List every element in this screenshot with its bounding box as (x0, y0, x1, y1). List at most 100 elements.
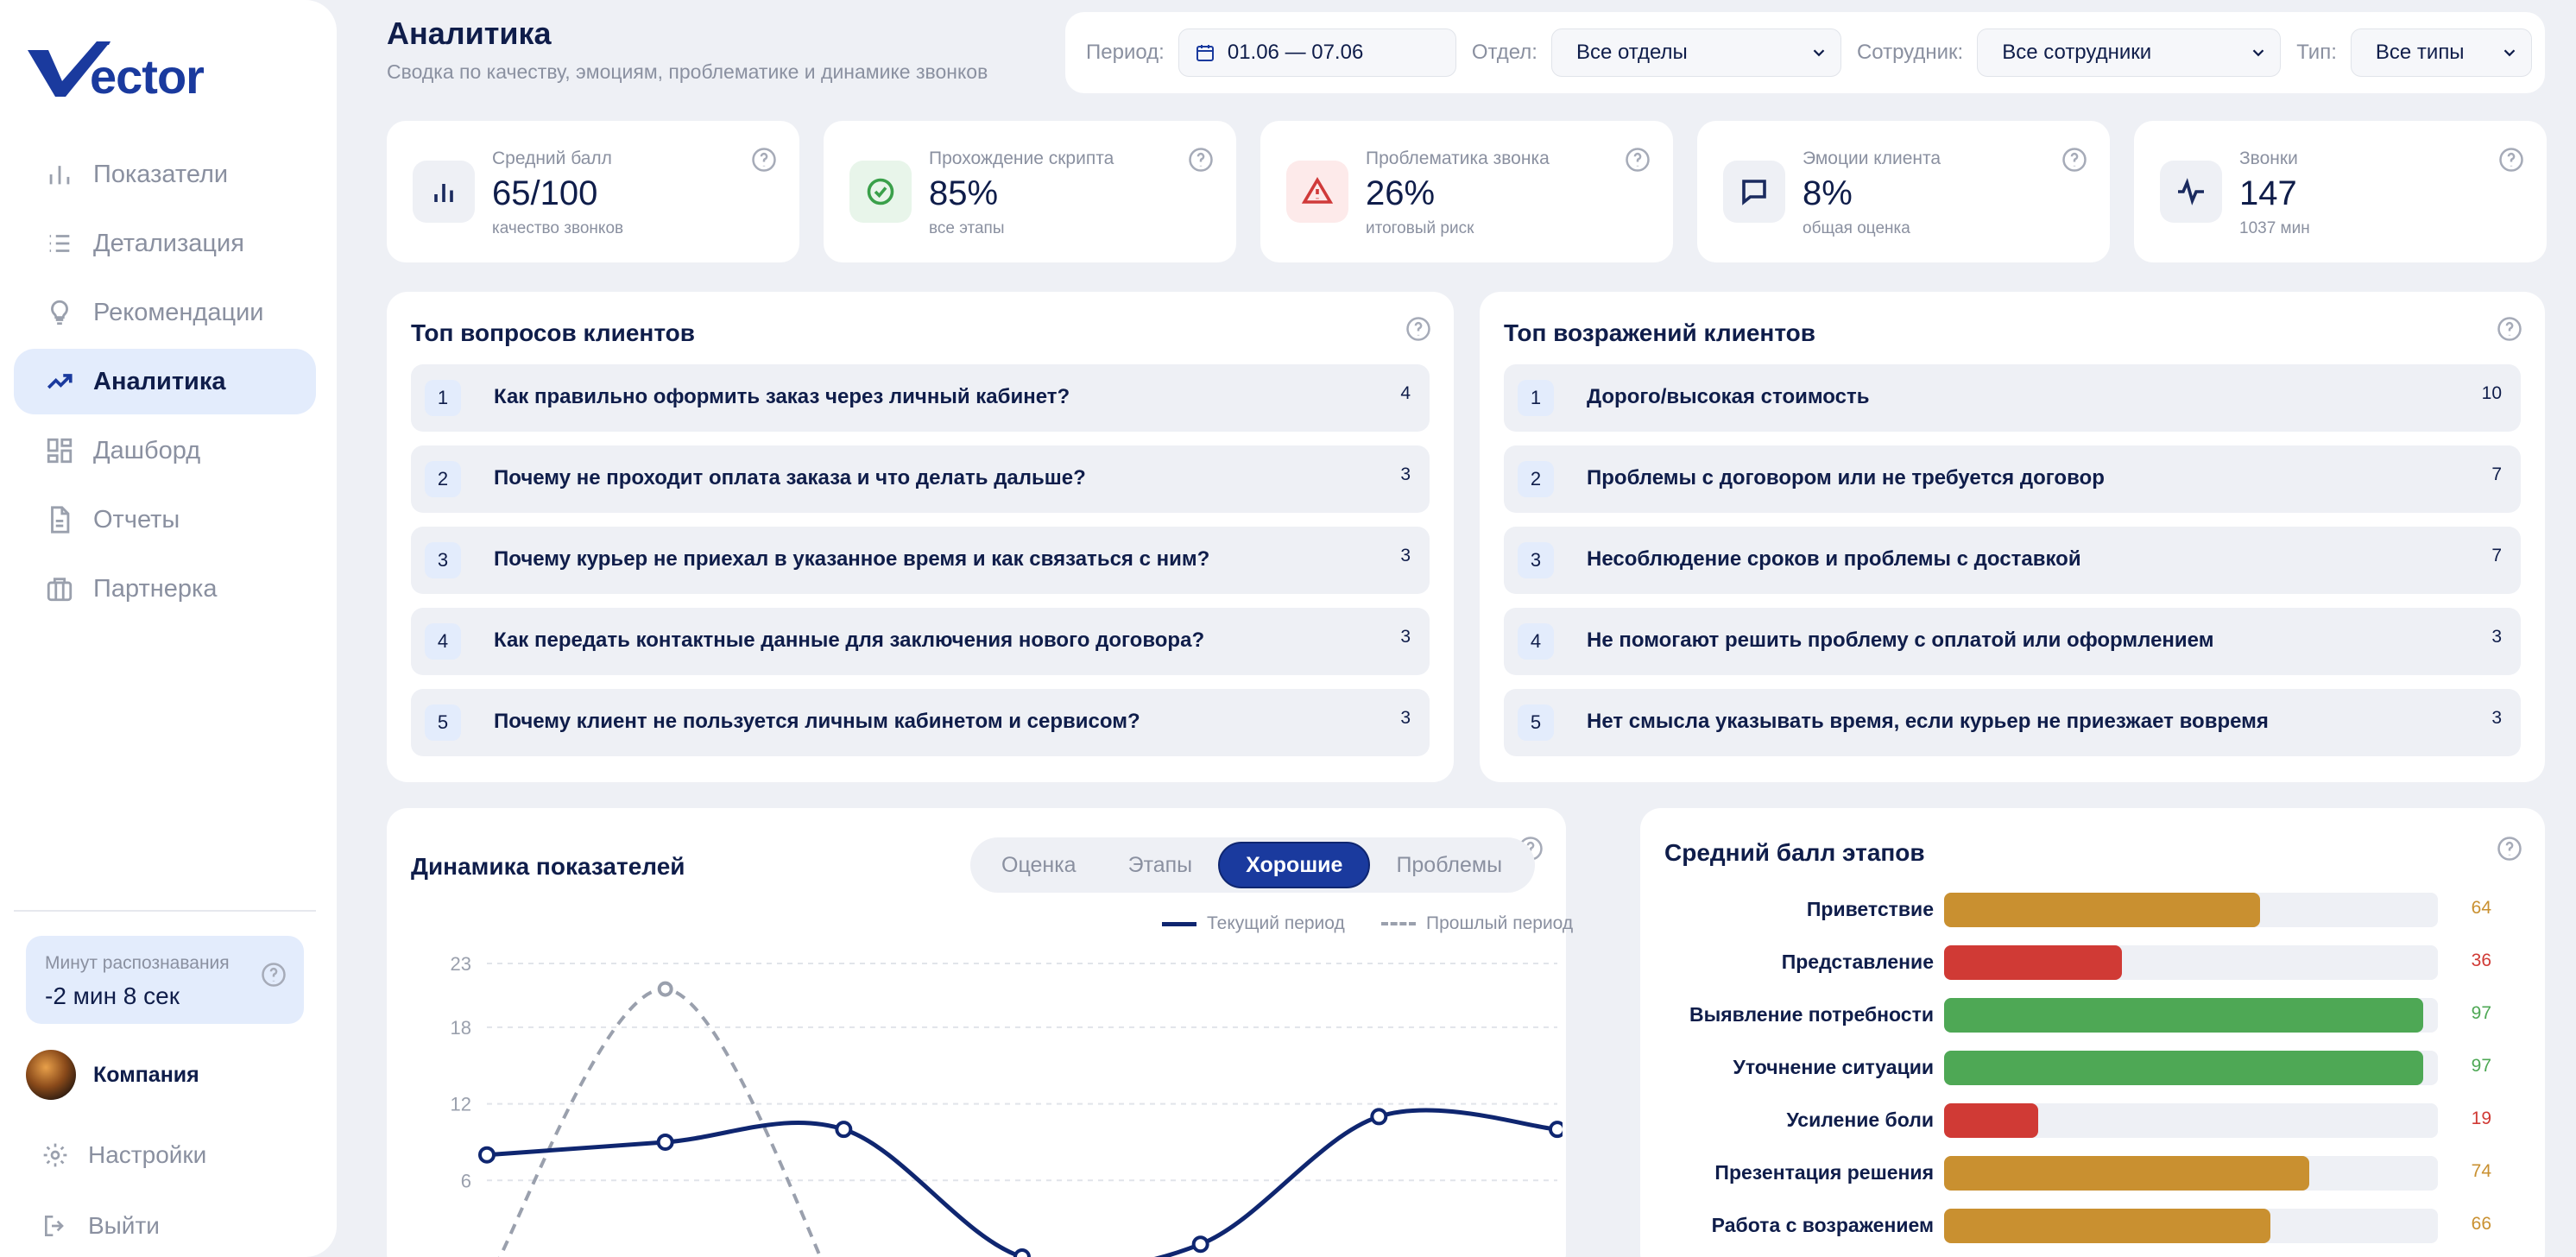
sidebar-item-partners[interactable]: Партнерка (14, 556, 316, 622)
logout-link[interactable]: Выйти (41, 1212, 160, 1240)
stage-bar (1944, 1103, 2038, 1138)
period-picker[interactable]: 01.06 — 07.06 (1178, 28, 1456, 77)
panel-title: Топ возражений клиентов (1504, 319, 1815, 346)
list-item[interactable]: 5 Почему клиент не пользуется личным каби… (411, 689, 1430, 756)
data-point-current (1549, 1121, 1563, 1139)
sidebar-item-dashboard[interactable]: Дашборд (14, 418, 316, 483)
stage-row: Приветствие 64 (1640, 889, 2533, 929)
stage-value: 97 (2471, 1056, 2491, 1076)
list-item[interactable]: 5 Нет смысла указывать время, если курьер… (1504, 689, 2521, 756)
kpi-value: 65/100 (492, 174, 598, 212)
settings-label: Настройки (88, 1141, 207, 1168)
sidebar-item-analytics[interactable]: Аналитика (14, 349, 316, 414)
list-item[interactable]: 2 Почему не проходит оплата заказа и что … (411, 445, 1430, 513)
list-item[interactable]: 2 Проблемы с договором или не требуется д… (1504, 445, 2521, 513)
questions-list: 1 Как правильно оформить заказ через личн… (411, 364, 1430, 770)
help-icon[interactable] (1188, 147, 1214, 177)
sidebar-item-reports[interactable]: Отчеты (14, 487, 316, 553)
period-value: 01.06 — 07.06 (1227, 41, 1364, 64)
kpi-card-average-score: Средний балл 65/100 качество звонков (387, 121, 799, 262)
sidebar-item-details[interactable]: Детализация (14, 211, 316, 276)
help-icon[interactable] (751, 147, 777, 177)
list-rank: 1 (425, 380, 461, 416)
sidebar-item-label: Аналитика (93, 367, 226, 395)
logout-icon (45, 1216, 64, 1236)
help-icon[interactable] (1625, 147, 1651, 177)
employee-select[interactable]: Все сотрудники (1977, 28, 2282, 77)
help-icon[interactable] (1405, 316, 1431, 346)
dashboard-icon (47, 438, 73, 464)
stage-label: Выявление потребности (1689, 1003, 1934, 1026)
list-text: Несоблюдение сроков и проблемы с доставк… (1587, 547, 2081, 571)
gear-icon (43, 1143, 67, 1167)
stage-bar (1944, 1156, 2310, 1191)
kpi-icon-box (413, 161, 475, 223)
tab-good[interactable]: Хорошие (1218, 842, 1371, 888)
series-line-current (486, 1108, 1558, 1257)
bar-chart-icon (49, 166, 70, 185)
stage-track (1944, 998, 2438, 1033)
company-profile[interactable]: Компания (26, 1050, 199, 1100)
employee-value: Все сотрудники (2002, 41, 2152, 64)
list-item[interactable]: 1 Как правильно оформить заказ через личн… (411, 364, 1430, 432)
logout-label: Выйти (88, 1212, 160, 1239)
data-point-current (1191, 1235, 1209, 1254)
y-tick-label: 6 (461, 1170, 471, 1191)
stage-label: Приветствие (1806, 898, 1934, 920)
list-item[interactable]: 4 Не помогают решить проблему с оплатой и… (1504, 608, 2521, 675)
sidebar-item-recommendations[interactable]: Рекомендации (14, 280, 316, 345)
list-text: Почему курьер не приехал в указанное вре… (494, 547, 1210, 571)
legend-swatch (1162, 921, 1196, 926)
list-count: 3 (1400, 546, 1411, 565)
list-rank: 2 (425, 461, 461, 497)
kpi-card-emotions: Эмоции клиента 8% общая оценка (1697, 121, 2110, 262)
help-icon[interactable] (2061, 147, 2087, 177)
stage-bar (1944, 1209, 2270, 1243)
stages-panel: Средний балл этапов Приветствие 64 Предста… (1640, 808, 2545, 1257)
settings-link[interactable]: Настройки (41, 1141, 206, 1169)
kpi-label: Проблематика звонка (1366, 148, 1550, 168)
list-item[interactable]: 4 Как передать контактные данные для закл… (411, 608, 1430, 675)
sidebar-item-label: Показатели (93, 160, 229, 188)
help-icon[interactable] (2497, 836, 2522, 866)
help-icon[interactable] (2497, 316, 2522, 346)
list-rank: 4 (425, 623, 461, 660)
list-icon (49, 235, 70, 252)
sidebar-item-indicators[interactable]: Показатели (14, 142, 316, 207)
dynamics-tabs: Оценка Этапы Хорошие Проблемы (970, 837, 1535, 893)
data-point-current (478, 1146, 496, 1164)
list-item[interactable]: 3 Несоблюдение сроков и проблемы с достав… (1504, 527, 2521, 594)
list-item[interactable]: 3 Почему курьер не приехал в указанное вр… (411, 527, 1430, 594)
kpi-value: 85% (929, 174, 999, 212)
logo-v-icon (28, 41, 110, 97)
list-text: Почему не проходит оплата заказа и что д… (494, 466, 1086, 490)
panel-title: Динамика показателей (411, 853, 685, 880)
stage-row: Выявление потребности 97 (1640, 995, 2533, 1034)
tab-score[interactable]: Оценка (1001, 852, 1076, 877)
briefcase-icon (47, 578, 73, 602)
kpi-sub: все этапы (929, 219, 1005, 237)
data-point-current (1013, 1248, 1031, 1257)
type-select[interactable]: Все типы (2350, 28, 2532, 77)
logo-text: ector (90, 49, 205, 104)
kpi-value: 26% (1366, 174, 1436, 212)
list-rank: 5 (1518, 704, 1554, 741)
help-icon[interactable] (261, 962, 287, 992)
filters-bar: Период: 01.06 — 07.06 Отдел: Все отделы … (1065, 12, 2545, 93)
recognition-minutes-card: Минут распознавания -2 мин 8 сек (26, 936, 304, 1024)
page-title: Аналитика (387, 16, 552, 51)
dept-select[interactable]: Все отделы (1550, 28, 1841, 77)
stage-value: 97 (2471, 1003, 2491, 1023)
check-circle-icon (867, 178, 894, 205)
stage-bar (1944, 1051, 2423, 1085)
list-item[interactable]: 1 Дорого/высокая стоимость 10 (1504, 364, 2521, 432)
stage-value: 74 (2471, 1161, 2491, 1181)
tab-stages[interactable]: Этапы (1127, 852, 1193, 877)
employee-label: Сотрудник: (1856, 41, 1964, 64)
stage-value: 19 (2471, 1109, 2491, 1128)
help-icon[interactable] (2498, 147, 2524, 177)
tab-problems[interactable]: Проблемы (1396, 852, 1503, 877)
activity-icon (2178, 178, 2204, 205)
stage-row: Уточнение ситуации 97 (1640, 1047, 2533, 1087)
vector-logo[interactable]: ector (24, 35, 231, 104)
